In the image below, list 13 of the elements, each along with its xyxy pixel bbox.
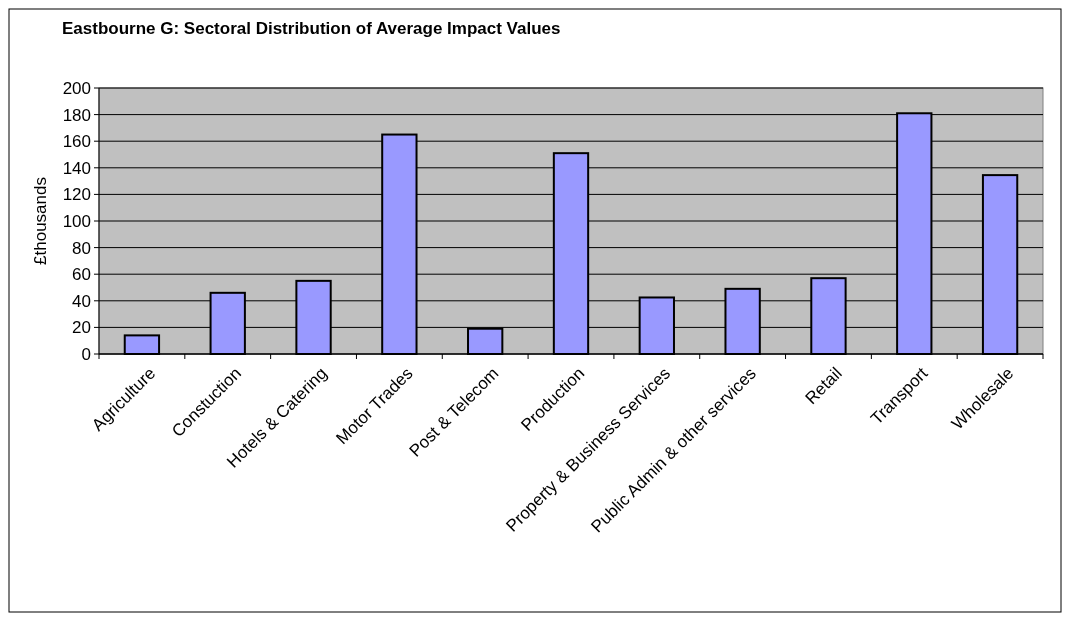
y-tick-label: 180 [62, 105, 91, 125]
y-axis-title: £thousands [31, 177, 50, 265]
y-tick-label: 0 [81, 344, 91, 364]
y-tick-label: 100 [62, 211, 91, 231]
y-tick-label: 140 [62, 158, 91, 178]
y-tick-label: 120 [62, 185, 91, 205]
chart-title: Eastbourne G: Sectoral Distribution of Average Impact Values [62, 19, 561, 38]
y-tick-label: 160 [62, 132, 91, 152]
y-tick-label: 60 [72, 265, 91, 285]
y-tick-label: 40 [72, 291, 91, 311]
y-tick-label: 80 [72, 238, 91, 258]
y-tick-label: 200 [62, 78, 91, 98]
y-tick-label: 20 [72, 318, 91, 338]
